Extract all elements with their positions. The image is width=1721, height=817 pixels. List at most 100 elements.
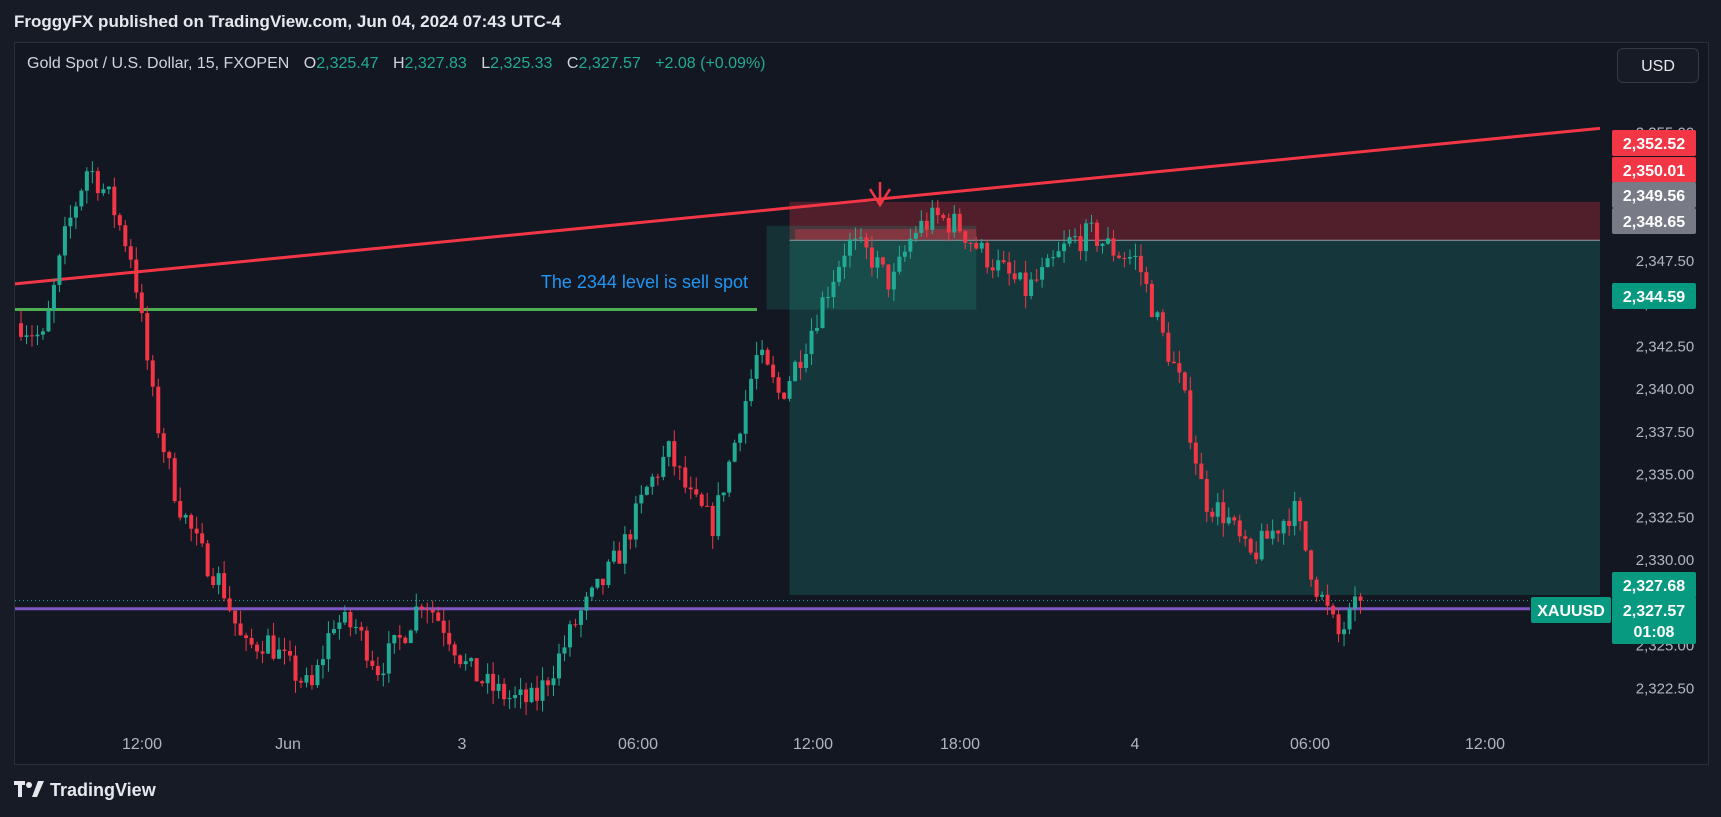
entry-zone-small[interactable]: [766, 225, 977, 310]
price-label-stop: 2,350.01: [1623, 163, 1685, 180]
candle-down: [458, 655, 463, 665]
candle-down: [957, 213, 962, 232]
candle-down: [359, 626, 364, 631]
candle-down: [886, 264, 891, 290]
candle-down: [1138, 255, 1143, 273]
candle-up: [1133, 255, 1138, 258]
candle-down: [255, 644, 260, 652]
candle-up: [826, 296, 830, 298]
candle-up: [562, 647, 567, 654]
candle-down: [167, 452, 172, 459]
candle-down: [628, 534, 633, 540]
candle-down: [535, 687, 540, 701]
price-label-bg: [1612, 182, 1696, 208]
candle-down: [683, 467, 688, 488]
candle-down: [1309, 550, 1314, 580]
candle-down: [139, 292, 144, 314]
candle-up: [1281, 520, 1286, 534]
candle-up: [820, 297, 825, 329]
candle-up: [386, 643, 391, 674]
candle-up: [754, 355, 759, 379]
candle-up: [277, 649, 282, 659]
candle-up: [315, 665, 320, 686]
candle-up: [304, 675, 309, 683]
candle-up: [1155, 312, 1160, 318]
candle-down: [436, 612, 441, 621]
y-tick-label: 2,342.50: [1636, 338, 1694, 355]
candle-up: [414, 606, 419, 631]
candle-down: [211, 576, 216, 585]
candle-up: [381, 673, 386, 676]
candle-up: [1029, 279, 1034, 296]
currency-button[interactable]: USD: [1617, 48, 1699, 83]
y-tick-label: 2,322.50: [1636, 680, 1694, 697]
candle-up: [485, 673, 490, 684]
candle-down: [677, 466, 682, 468]
close-value: 2,327.57: [578, 55, 641, 72]
candle-down: [864, 237, 869, 248]
candle-up: [1051, 257, 1056, 259]
x-tick-label: 18:00: [940, 736, 980, 753]
price-labels: 2,352.52 2,350.01 2,349.56 2,348.65 2,344.59…: [1531, 130, 1696, 644]
candle-up: [611, 550, 616, 562]
candle-down: [200, 533, 205, 544]
stop-loss-zone[interactable]: [789, 201, 1600, 241]
candle-up: [1040, 267, 1045, 280]
candle-down: [474, 658, 479, 682]
candle-up: [760, 349, 765, 356]
candle-down: [425, 608, 430, 610]
candle-down: [1276, 530, 1281, 534]
candle-down: [172, 458, 177, 502]
candle-up: [1100, 243, 1105, 246]
candle-up: [595, 578, 600, 588]
candle-up: [639, 494, 644, 504]
resistance-trend-line[interactable]: [14, 126, 1601, 286]
candle-up: [589, 587, 594, 597]
candle-down: [1193, 442, 1198, 464]
price-label-stop: 2,352.52: [1623, 136, 1685, 153]
y-tick-label: 2,340.00: [1636, 381, 1694, 398]
brand-label: TradingView: [50, 780, 156, 800]
open-value: 2,325.47: [316, 55, 379, 72]
candle-down: [1199, 463, 1204, 480]
drawing-lines: [14, 126, 1601, 611]
tradingview-brand[interactable]: TradingView: [14, 780, 156, 802]
y-tick-label: 2,347.50: [1636, 253, 1694, 270]
candle-down: [19, 323, 23, 337]
candle-up: [353, 626, 358, 628]
candle-up: [1045, 258, 1050, 268]
candle-up: [342, 611, 347, 623]
price-label-bg: [1612, 618, 1696, 644]
candle-down: [1177, 363, 1182, 373]
candle-up: [518, 689, 523, 696]
annotation-text[interactable]: The 2344 level is sell spot: [541, 272, 748, 292]
candle-down: [298, 680, 303, 683]
candle-down: [1095, 222, 1099, 246]
candle-up: [90, 171, 95, 173]
candle-up: [551, 678, 556, 686]
candle-down: [782, 392, 787, 399]
candle-up: [1127, 257, 1132, 259]
position-zones: [766, 201, 1600, 596]
take-profit-zone[interactable]: [789, 240, 1600, 596]
candle-down: [480, 681, 485, 684]
candle-down: [655, 476, 660, 478]
candle-up: [633, 503, 638, 540]
symbol-tag[interactable]: XAUUSD: [1537, 603, 1605, 620]
candle-up: [463, 661, 468, 665]
candle-up: [1215, 502, 1220, 517]
chart-frame[interactable]: [14, 42, 1709, 765]
candle-up: [996, 260, 1001, 271]
x-tick-label: Jun: [275, 736, 301, 753]
candle-up: [183, 515, 188, 518]
close-key: C: [566, 55, 579, 72]
candle-down: [123, 225, 128, 247]
candle-down: [1122, 257, 1127, 259]
candle-up: [1292, 500, 1297, 527]
candle-down: [941, 215, 946, 218]
entry-zone-stop[interactable]: [795, 229, 977, 240]
candle-up: [661, 456, 666, 477]
candle-down: [156, 386, 161, 434]
candle-up: [1353, 596, 1358, 609]
